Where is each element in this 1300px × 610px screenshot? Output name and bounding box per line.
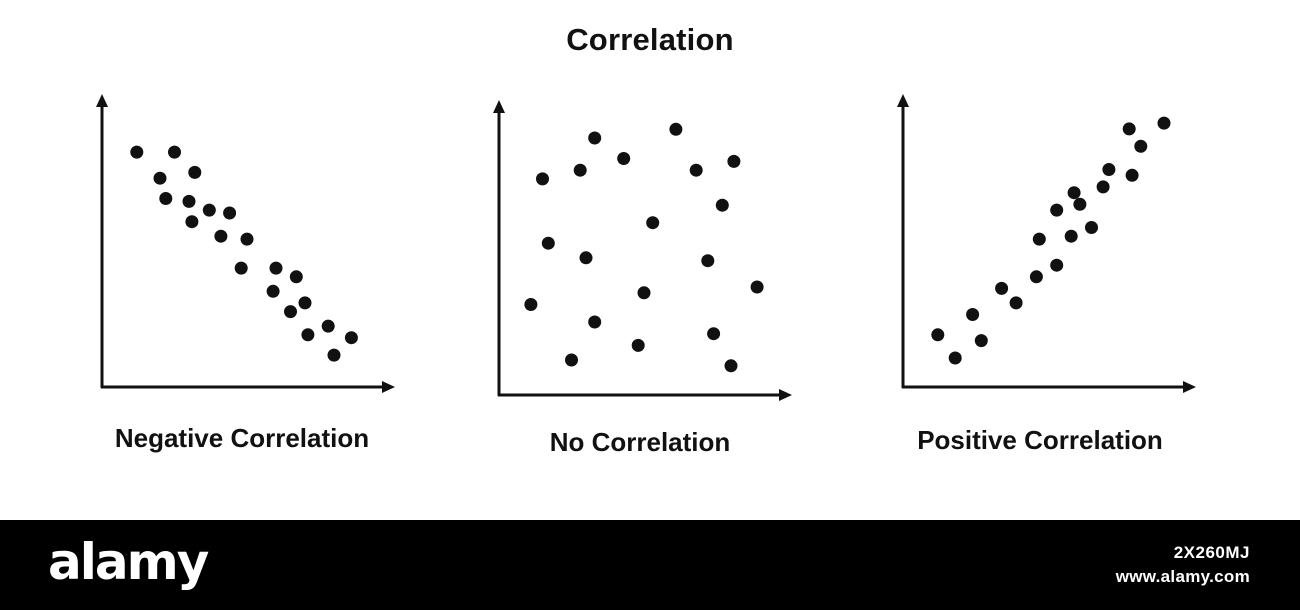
x-axis-arrow <box>779 389 792 401</box>
scatter-point <box>185 215 199 229</box>
scatter-point <box>1029 270 1043 284</box>
scatter-point <box>995 281 1009 295</box>
scatter-point <box>240 232 254 246</box>
scatter-point <box>536 172 549 186</box>
scatter-panel-negative <box>96 94 395 393</box>
scatter-point <box>301 328 315 342</box>
scatter-point <box>188 165 202 179</box>
scatter-point <box>168 145 181 159</box>
scatter-point <box>344 331 358 345</box>
scatter-point <box>588 131 602 145</box>
scatter-point <box>931 328 945 342</box>
scatter-point <box>727 154 741 168</box>
scatter-point <box>223 206 237 220</box>
scatter-point <box>1050 203 1064 217</box>
scatter-point <box>565 353 578 367</box>
scatter-point <box>948 351 962 365</box>
scatter-point <box>689 163 703 177</box>
scatter-panel-positive <box>897 94 1196 393</box>
chart-title: Correlation <box>566 22 734 57</box>
x-axis-arrow <box>382 381 395 393</box>
scatter-point <box>588 315 602 329</box>
scatter-point <box>966 308 980 321</box>
scatter-point <box>1067 186 1081 200</box>
correlation-charts <box>96 94 1196 401</box>
scatter-point <box>724 359 738 373</box>
scatter-panel-none <box>493 100 792 401</box>
scatter-point <box>541 236 555 250</box>
scatter-point <box>1032 232 1046 246</box>
scatter-point <box>1009 296 1023 310</box>
footer-bar <box>0 520 1300 610</box>
scatter-point <box>289 270 303 284</box>
scatter-point <box>284 305 297 319</box>
scatter-point <box>646 216 660 230</box>
scatter-point <box>1050 258 1064 272</box>
scatter-point <box>321 319 335 333</box>
y-axis-arrow <box>897 94 909 107</box>
scatter-point <box>327 348 341 362</box>
image-id: 2X260MJ <box>1173 543 1250 562</box>
scatter-point <box>1102 163 1116 176</box>
scatter-point <box>1096 180 1110 194</box>
y-axis-arrow <box>96 94 108 107</box>
panel-title-none: No Correlation <box>549 427 731 457</box>
scatter-point <box>1064 229 1078 243</box>
scatter-point <box>234 261 248 275</box>
scatter-point <box>214 229 228 243</box>
scatter-point <box>631 338 645 352</box>
scatter-point <box>579 251 593 265</box>
panel-title-negative: Negative Correlation <box>114 423 370 453</box>
scatter-point <box>573 163 587 177</box>
scatter-point <box>637 286 651 300</box>
x-axis-arrow <box>1183 381 1196 393</box>
scatter-point <box>1085 221 1098 234</box>
scatter-point <box>153 171 167 185</box>
scatter-point <box>159 192 173 205</box>
scatter-point <box>202 203 216 217</box>
scatter-point <box>130 145 144 159</box>
scatter-point <box>701 254 715 268</box>
scatter-point <box>617 152 631 165</box>
scatter-point <box>669 122 683 136</box>
scatter-point <box>1134 139 1148 153</box>
scatter-point <box>1157 116 1171 130</box>
scatter-point <box>182 194 196 208</box>
scatter-point <box>1073 197 1087 211</box>
scatter-point <box>524 298 538 311</box>
scatter-point <box>715 198 729 212</box>
scatter-point <box>974 334 988 348</box>
scatter-point <box>707 327 721 341</box>
panel-title-positive: Positive Correlation <box>917 425 1163 455</box>
scatter-point <box>1125 168 1139 182</box>
y-axis-arrow <box>493 100 505 113</box>
scatter-point <box>1122 122 1136 136</box>
site-url: www.alamy.com <box>1115 567 1250 586</box>
scatter-point <box>298 296 312 310</box>
scatter-point <box>269 261 283 275</box>
scatter-point <box>750 280 764 294</box>
scatter-point <box>266 284 280 298</box>
brand-logo: alamy <box>48 533 209 591</box>
